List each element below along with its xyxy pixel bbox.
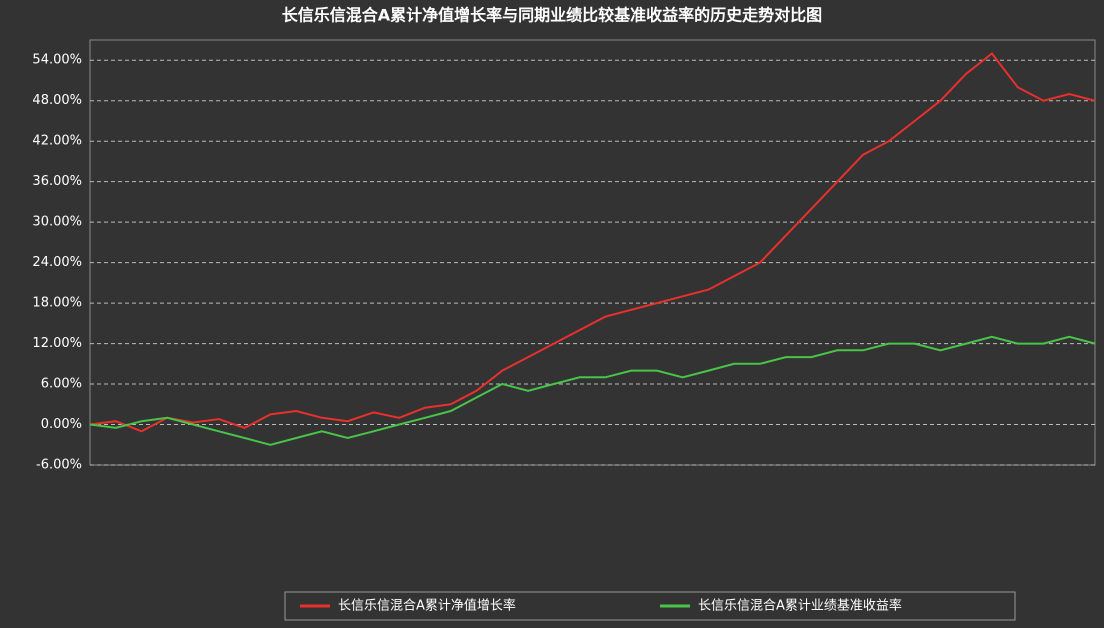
y-tick-label: 42.00% [32, 134, 82, 149]
y-tick-label: 54.00% [32, 53, 82, 68]
y-tick-label: 18.00% [32, 296, 82, 311]
y-tick-label: 0.00% [41, 417, 82, 432]
series-line [89, 52, 1096, 433]
series-line [89, 335, 1096, 446]
y-tick-label: 6.00% [41, 377, 82, 392]
chart-title: 长信乐信混合A累计净值增长率与同期业绩比较基准收益率的历史走势对比图 [282, 6, 822, 25]
y-tick-label: 36.00% [32, 174, 82, 189]
y-tick-label: 12.00% [32, 336, 82, 351]
legend [284, 591, 1016, 621]
y-tick-label: -6.00% [36, 458, 82, 473]
legend-label: 长信乐信混合A累计业绩基准收益率 [698, 598, 902, 614]
y-tick-label: 24.00% [32, 255, 82, 270]
legend-label: 长信乐信混合A累计净值增长率 [338, 598, 516, 614]
y-tick-label: 30.00% [32, 215, 82, 230]
plot-frame [89, 39, 1096, 466]
y-tick-label: 48.00% [32, 93, 82, 108]
